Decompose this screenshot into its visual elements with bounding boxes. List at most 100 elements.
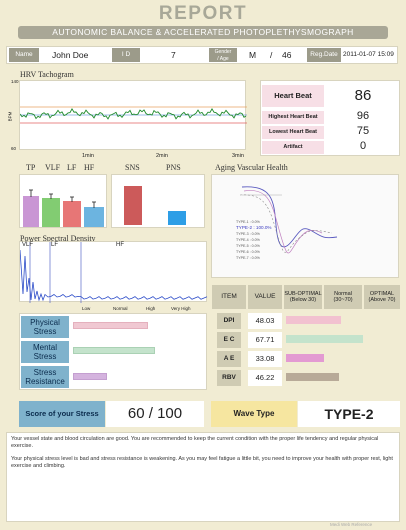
- patient-id: 7: [171, 50, 176, 60]
- stress-comment: Your physical stress level is bad and st…: [11, 455, 393, 469]
- vlf-label: VLF: [45, 163, 61, 172]
- type-5-pct: TYPE-5 : 0.0%: [236, 244, 260, 248]
- type-1-pct: TYPE-1 : 0.0%: [236, 220, 260, 224]
- stress-resistance-bar: [73, 373, 107, 380]
- value-header: VALUE: [248, 285, 282, 309]
- stress-panel: Physical Stress Mental Stress Stress Resist…: [19, 313, 207, 390]
- stress-resistance-label: Stress Resistance: [21, 366, 69, 388]
- psd-chart-panel: VLF LF HF: [19, 241, 208, 303]
- gender-age-separator: /: [270, 50, 273, 60]
- hrv-chart-panel: [19, 80, 247, 150]
- ae-label: A E: [217, 351, 241, 367]
- sns-label: SNS: [125, 163, 140, 172]
- apg-waveform-chart: [239, 186, 338, 254]
- hrv-x-tick-3: 3min: [232, 153, 244, 159]
- highest-heart-beat-value: 96: [356, 110, 370, 122]
- stress-resistance-line1: Stress: [33, 368, 57, 377]
- heart-beat-value: 86: [354, 87, 372, 104]
- suboptimal-header: SUB-OPTIMAL (Below 30): [284, 285, 322, 309]
- mental-stress-line2: Stress: [33, 352, 57, 361]
- vlf-bar: [42, 198, 60, 227]
- hrv-chart: [19, 106, 247, 124]
- physical-stress-line2: Stress: [33, 327, 57, 336]
- suboptimal-header-line1: SUB-OPTIMAL: [284, 291, 322, 297]
- hrv-trace: [19, 108, 247, 120]
- gender-label: Gender: [214, 49, 232, 55]
- ae-value: 33.08: [248, 351, 282, 367]
- heart-beat-panel: Heart Beat 86 Highest Heart Beat 96 Lowe…: [260, 80, 400, 156]
- stress-score-value: 60 / 100: [106, 401, 204, 427]
- balance-bars-chart: [124, 186, 186, 225]
- normal-header-line1: Normal: [334, 291, 352, 297]
- rbv-value: 46.22: [248, 370, 282, 386]
- tp-bar: [23, 196, 39, 227]
- physical-stress-label: Physical Stress: [21, 316, 69, 338]
- hf-bar: [84, 207, 104, 227]
- hrv-y-bottom: 60: [11, 146, 17, 151]
- physical-stress-bar: [73, 322, 148, 329]
- balance-bars-panel: [111, 174, 205, 228]
- item-header: ITEM: [212, 285, 246, 309]
- patient-info-bar: Name John Doe I D 7 Gender / Age M / 46 R…: [6, 46, 398, 64]
- dpi-label: DPI: [217, 313, 241, 329]
- dpi-bar: [286, 316, 341, 324]
- apg-waveform-1: [241, 186, 338, 248]
- id-label: I D: [112, 48, 140, 62]
- suboptimal-header-line2: (Below 30): [289, 297, 317, 303]
- dpi-value: 48.03: [248, 313, 282, 329]
- lf-bar: [63, 201, 81, 227]
- gender-age-label: Gender / Age: [209, 48, 237, 62]
- lowest-heart-beat-label: Lowest Heart Beat: [262, 126, 324, 139]
- hrv-x-tick-1: 1min: [82, 153, 94, 159]
- hrv-y-top: 140: [11, 79, 19, 84]
- artifact-label: Artifact: [262, 141, 324, 154]
- highest-heart-beat-label: Highest Heart Beat: [262, 111, 324, 124]
- optimal-header: OPTIMAL (Above 70): [364, 285, 400, 309]
- footer-watermark: Medi Web Reference: [330, 522, 373, 527]
- mental-stress-bar: [73, 347, 155, 354]
- comments-box: Your vessel state and blood circulation …: [6, 432, 400, 522]
- patient-age: 46: [282, 50, 292, 60]
- aging-section-title: Aging Vascular Health: [215, 163, 288, 172]
- reg-date: 2011-01-07 15:09: [343, 51, 394, 58]
- apg-waveform-3: [239, 194, 333, 253]
- apg-table: ITEM VALUE SUB-OPTIMAL (Below 30) Normal(…: [212, 285, 400, 390]
- pns-bar: [168, 211, 186, 225]
- patient-name: John Doe: [52, 50, 89, 60]
- aging-vascular-panel: TYPE-1 : 0.0% TYPE-2 : 100.0% TYPE-3 : 0…: [211, 174, 399, 278]
- optimal-header-line2: (Above 70): [368, 297, 396, 303]
- scale-low: Low: [82, 306, 91, 311]
- frequency-bars-panel: [19, 174, 107, 228]
- optimal-header-line1: OPTIMAL: [369, 291, 395, 297]
- normal-header: Normal (30~70): [324, 285, 362, 309]
- report-subtitle: AUTONOMIC BALANCE & ACCELERATED PHOTOPLE…: [18, 26, 388, 39]
- wave-type-label: Wave Type: [211, 401, 297, 427]
- sns-bar: [124, 186, 142, 225]
- rbv-label: RBV: [217, 370, 241, 386]
- vascular-comment: Your vessel state and blood circulation …: [11, 436, 379, 450]
- hrv-y-unit: BPM: [7, 111, 13, 122]
- ec-bar: [286, 335, 363, 343]
- type-2-pct: TYPE-2 : 100.0%: [236, 225, 272, 230]
- age-label: / Age: [217, 55, 229, 62]
- type-6-pct: TYPE-6 : 0.0%: [236, 250, 260, 254]
- hf-band-label: HF: [116, 242, 124, 248]
- pns-label: PNS: [166, 163, 181, 172]
- ec-value: 67.71: [248, 332, 282, 348]
- frequency-bars-chart: [23, 189, 104, 227]
- hf-label: HF: [84, 163, 95, 172]
- ae-bar: [286, 354, 324, 362]
- aging-type-list: TYPE-1 : 0.0% TYPE-2 : 100.0% TYPE-3 : 0…: [236, 219, 272, 261]
- lowest-heart-beat-value: 75: [356, 125, 370, 137]
- psd-chart: [19, 242, 208, 303]
- psd-trace: [19, 249, 208, 302]
- report-title: REPORT: [158, 3, 248, 24]
- name-label: Name: [9, 48, 39, 62]
- wave-type-value: TYPE-2: [298, 401, 400, 427]
- vlf-band-label: VLF: [22, 242, 34, 248]
- lf-label: LF: [67, 163, 77, 172]
- ec-label: E C: [217, 332, 241, 348]
- mental-stress-line1: Mental: [32, 343, 57, 352]
- reg-date-label: Reg.Date: [307, 48, 341, 62]
- rbv-bar: [286, 373, 339, 381]
